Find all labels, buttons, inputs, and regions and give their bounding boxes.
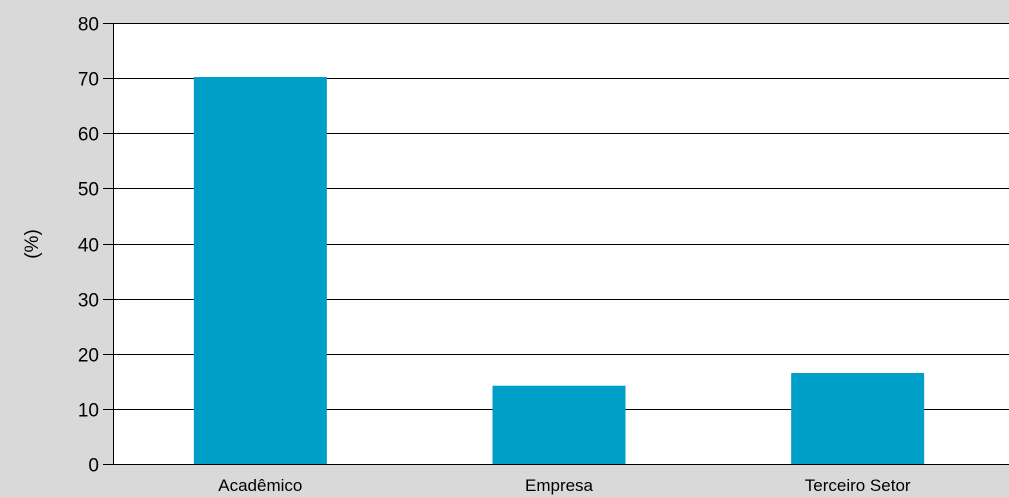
- y-tick-labels: 0 10 20 30 40 50 60 70 80: [78, 15, 99, 477]
- y-tick-label: 70: [78, 70, 99, 91]
- bar-terceiro-setor: [791, 373, 925, 464]
- bar-empresa: [492, 385, 626, 464]
- y-tick-label: 0: [88, 456, 99, 477]
- y-tick-label: 30: [78, 291, 99, 312]
- y-tick-label: 10: [78, 401, 99, 422]
- y-tick-label: 50: [78, 180, 99, 201]
- y-tick-label: 60: [78, 125, 99, 146]
- y-tick-label: 40: [78, 236, 99, 257]
- x-tick-label: Terceiro Setor: [805, 476, 911, 495]
- x-tick-label: Acadêmico: [218, 476, 302, 495]
- x-tick-labels: Acadêmico Empresa Terceiro Setor: [218, 476, 911, 495]
- y-tick-label: 20: [78, 346, 99, 367]
- bars: [193, 77, 925, 465]
- axes: [103, 23, 1009, 465]
- y-axis-title: (%): [22, 229, 43, 259]
- bar-acadêmico: [193, 77, 327, 465]
- x-tick-label: Empresa: [525, 476, 594, 495]
- y-tick-label: 80: [78, 15, 99, 36]
